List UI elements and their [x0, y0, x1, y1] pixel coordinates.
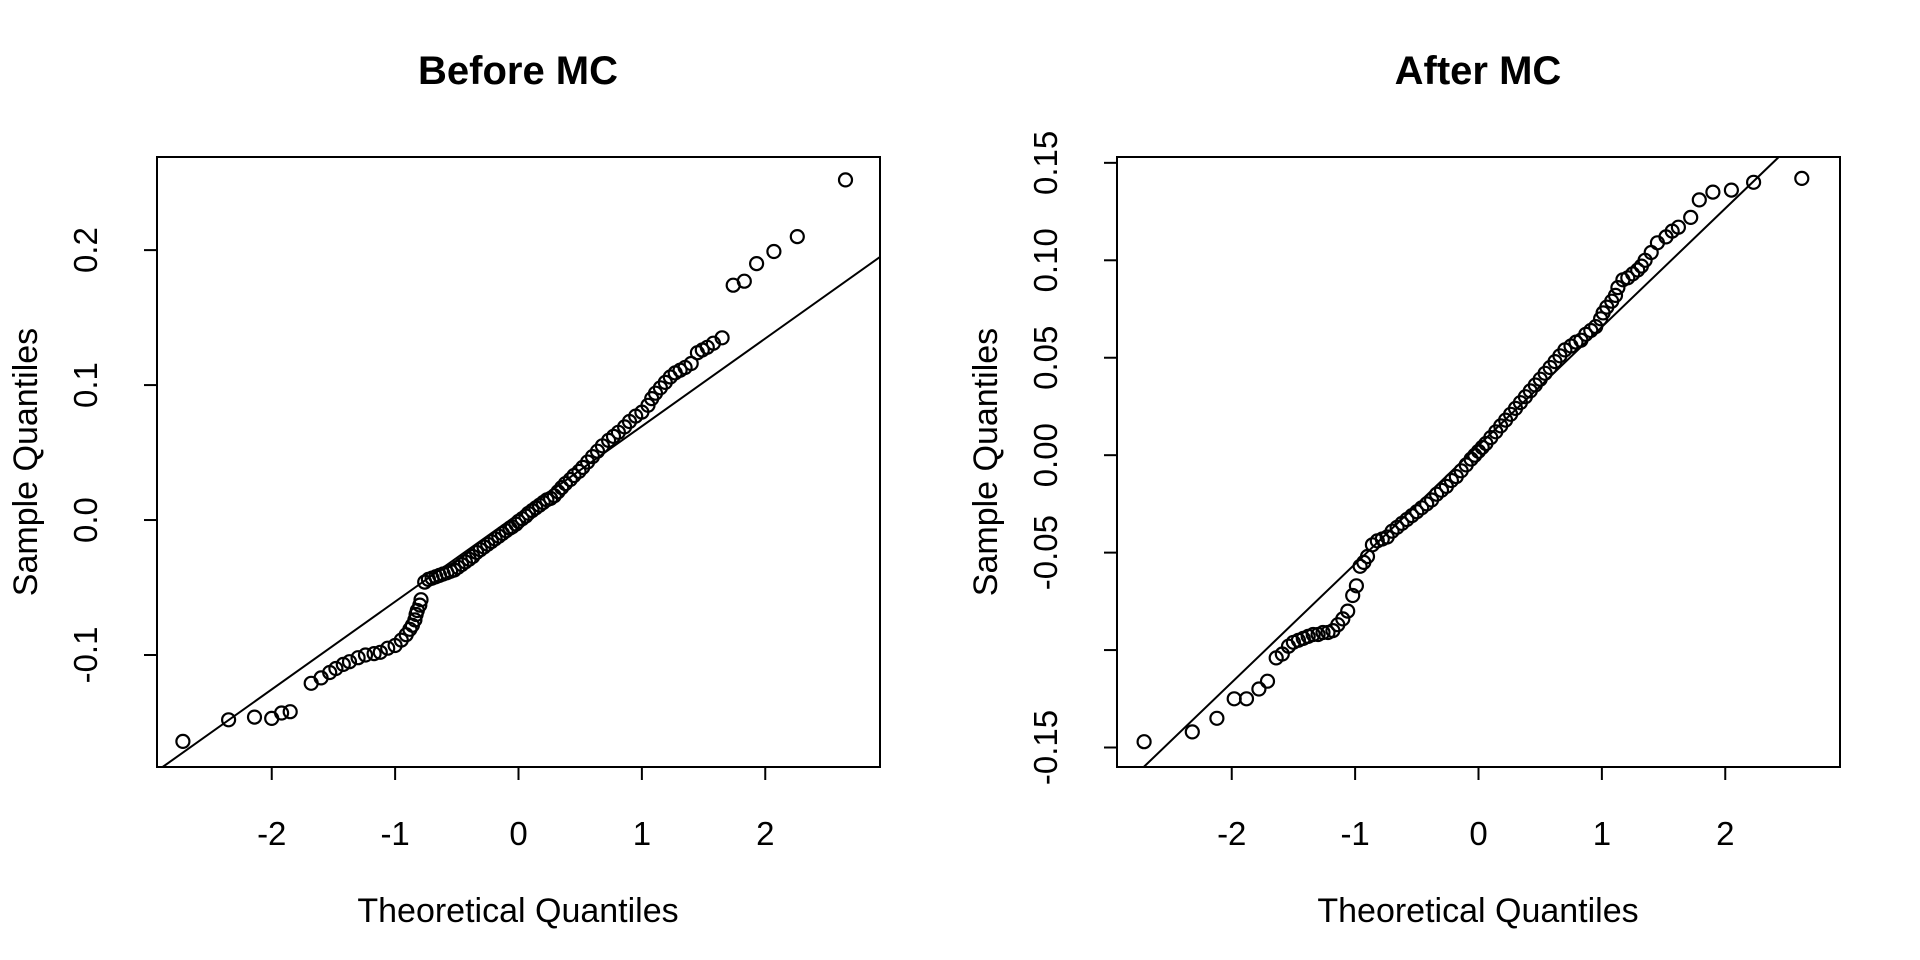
- data-point: [1745, 174, 1762, 190]
- data-point: [748, 256, 765, 272]
- y-axis-label: Sample Quantiles: [967, 328, 1005, 596]
- x-tick-label: -2: [257, 815, 286, 852]
- data-point: [1630, 262, 1646, 278]
- x-tick-label: 0: [509, 815, 527, 852]
- data-point: [1607, 287, 1624, 303]
- y-tick-label: -0.15: [1027, 710, 1064, 785]
- data-point: [1226, 691, 1242, 707]
- plot-area: -2 -1 0 1 2 0.2 0.1 0.0 -0.1: [67, 156, 881, 852]
- x-tick-label: -1: [1340, 815, 1369, 852]
- data-point: [837, 172, 854, 188]
- data-point: [1467, 447, 1483, 463]
- x-axis-label: Theoretical Quantiles: [357, 892, 678, 930]
- data-point: [1691, 192, 1707, 208]
- data-point: [282, 704, 298, 720]
- data-point: [328, 660, 344, 677]
- y-tick-label: 0.0: [67, 497, 104, 543]
- data-point: [366, 645, 382, 662]
- data-point: [1348, 578, 1365, 594]
- plot-title: After MC: [1395, 49, 1562, 93]
- data-point: [1238, 691, 1255, 707]
- data-point: [1683, 209, 1699, 225]
- data-point: [1345, 587, 1361, 604]
- data-point: [1610, 280, 1626, 296]
- x-tick-label: 1: [633, 815, 651, 852]
- data-point: [274, 705, 290, 721]
- x-tick-label: 2: [1716, 815, 1734, 852]
- data-point: [571, 463, 587, 479]
- qqplot-after-mc: After MC Theoretical Quantiles Sample Qu…: [967, 49, 1841, 930]
- data-point: [350, 650, 366, 666]
- y-tick-label: 0.15: [1027, 131, 1064, 195]
- x-tick-label: -2: [1217, 815, 1246, 852]
- data-point: [1340, 603, 1356, 619]
- plot-area: -2 -1 0 1 2 0.15 0.10 0.05 0.00 -0.05 -0.15: [1027, 131, 1841, 852]
- qqplot-before-mc: Before MC Theoretical Quantiles Sample Q…: [7, 49, 881, 930]
- data-point: [766, 243, 782, 260]
- data-point: [357, 647, 374, 663]
- y-tick-label: 0.2: [67, 227, 104, 273]
- data-point: [246, 709, 263, 725]
- x-axis-label: Theoretical Quantiles: [1317, 892, 1638, 930]
- data-point: [1259, 673, 1276, 689]
- data-point: [1315, 624, 1331, 641]
- data-point: [380, 640, 396, 656]
- y-tick-label: 0.05: [1027, 326, 1064, 390]
- reference-line: [162, 256, 881, 768]
- y-axis-label: Sample Quantiles: [7, 328, 45, 596]
- data-point: [1305, 626, 1321, 643]
- plot-title: Before MC: [418, 49, 618, 93]
- data-point: [789, 229, 805, 245]
- data-point: [1794, 170, 1810, 186]
- data-point: [1705, 184, 1721, 200]
- plot-box: [1116, 156, 1841, 768]
- data-point: [1335, 611, 1351, 627]
- data-point: [714, 330, 730, 346]
- plot-box: [156, 156, 881, 768]
- data-point: [1251, 681, 1267, 697]
- data-point: [413, 592, 429, 608]
- data-point: [562, 471, 578, 488]
- x-tick-label: 0: [1469, 815, 1487, 852]
- x-tick-label: 2: [756, 815, 774, 852]
- data-point: [1184, 724, 1200, 740]
- data-point: [221, 712, 237, 728]
- y-tick-label: -0.1: [67, 627, 104, 684]
- x-tick-label: 1: [1593, 815, 1611, 852]
- data-point: [1209, 710, 1225, 726]
- y-tick-label: 0.10: [1027, 228, 1064, 292]
- data-point: [1670, 219, 1687, 235]
- data-point: [1136, 734, 1152, 750]
- data-point: [1723, 182, 1740, 198]
- y-tick-label: 0.1: [67, 362, 104, 408]
- y-tick-label: -0.05: [1027, 515, 1064, 590]
- data-point: [341, 654, 358, 670]
- y-tick-label: 0.00: [1027, 423, 1064, 487]
- reference-line: [1143, 156, 1780, 768]
- data-point: [736, 273, 752, 289]
- data-point: [372, 644, 388, 660]
- x-tick-label: -1: [380, 815, 409, 852]
- data-point: [175, 733, 191, 750]
